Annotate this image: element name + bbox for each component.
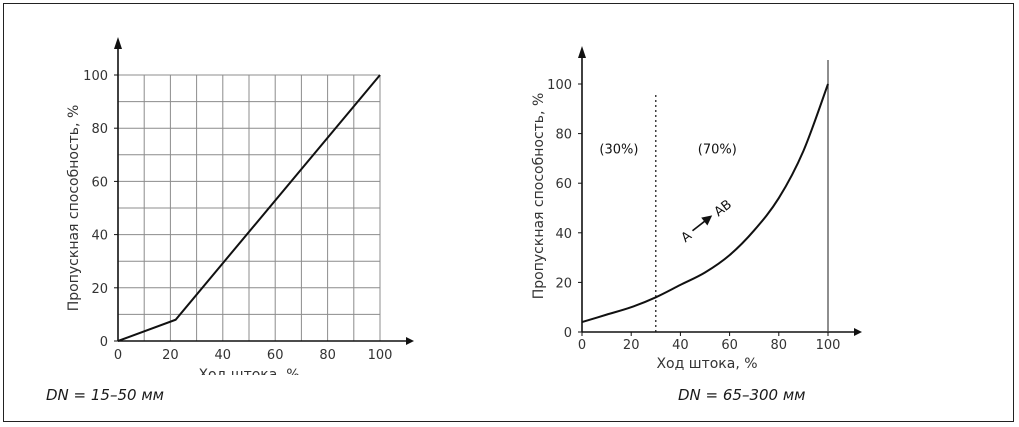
figure-frame xyxy=(3,3,1014,422)
left-region-label: (30%) xyxy=(599,142,638,157)
flow-to-label: AB xyxy=(712,197,735,220)
x-tick-label: 0 xyxy=(578,338,586,353)
y-axis-label: Пропускная способность, % xyxy=(531,93,547,300)
x-axis-arrow xyxy=(406,337,414,345)
y-axis-arrow xyxy=(114,37,122,49)
series-curve xyxy=(581,83,829,324)
y-tick-label: 100 xyxy=(547,78,572,93)
right-chart-caption: DN = 65–300 мм xyxy=(678,386,806,404)
right-region-label: (70%) xyxy=(698,142,737,157)
y-tick-label: 20 xyxy=(555,276,572,291)
y-tick-label: 0 xyxy=(100,335,108,350)
flow-arrow-line xyxy=(691,219,707,232)
x-axis-arrow xyxy=(854,328,862,336)
x-tick-label: 60 xyxy=(267,348,284,363)
label-clip xyxy=(108,375,408,405)
y-axis-label: Пропускная способность, % xyxy=(66,105,82,312)
x-tick-label: 100 xyxy=(368,348,393,363)
flow-from-label: A xyxy=(679,229,695,246)
x-tick-label: 80 xyxy=(319,348,336,363)
y-tick-label: 100 xyxy=(83,69,108,84)
y-axis-arrow xyxy=(578,46,586,58)
y-tick-label: 40 xyxy=(555,227,572,242)
left-chart-caption: DN = 15–50 мм xyxy=(46,386,164,404)
x-tick-label: 0 xyxy=(114,348,122,363)
flow-arrow-head xyxy=(701,215,713,226)
x-tick-label: 100 xyxy=(816,338,841,353)
series-line xyxy=(117,74,381,342)
y-tick-label: 80 xyxy=(91,122,108,137)
y-tick-label: 40 xyxy=(91,229,108,244)
x-tick-label: 20 xyxy=(623,338,640,353)
x-tick-label: 60 xyxy=(721,338,738,353)
x-tick-label: 40 xyxy=(215,348,232,363)
y-tick-label: 60 xyxy=(555,177,572,192)
x-tick-label: 20 xyxy=(162,348,179,363)
x-tick-label: 80 xyxy=(771,338,788,353)
y-tick-label: 60 xyxy=(91,175,108,190)
flow-direction-annotation: A AB xyxy=(679,197,735,246)
y-tick-label: 20 xyxy=(91,282,108,297)
y-tick-label: 80 xyxy=(555,128,572,143)
x-tick-label: 40 xyxy=(672,338,689,353)
y-tick-label: 0 xyxy=(564,326,572,341)
x-axis-label: Ход штока, % xyxy=(656,356,757,372)
